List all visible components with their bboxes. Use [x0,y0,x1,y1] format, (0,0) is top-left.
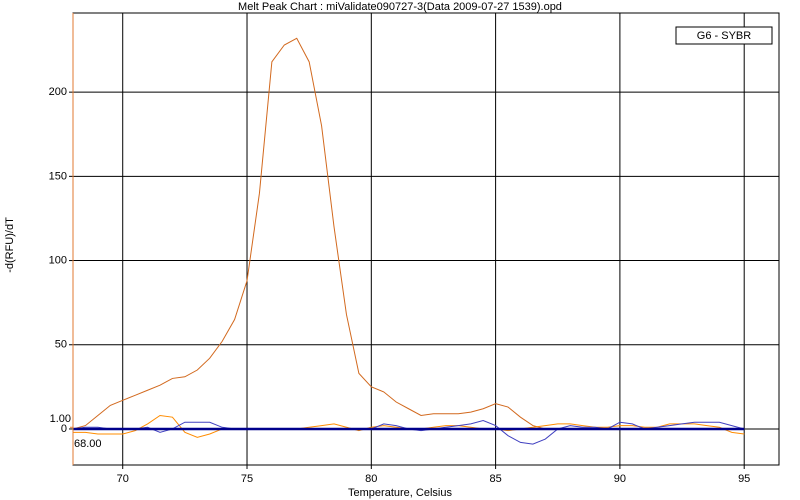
marker-x-label: 68.00 [74,438,102,450]
marker-y-label: 1.00 [50,413,71,425]
x-tick-label: 85 [489,473,501,485]
y-axis-label: -d(RFU)/dT [4,217,16,273]
legend-box [675,26,773,45]
x-tick-label: 90 [614,473,626,485]
y-tick-label: 0 [61,423,67,435]
plot-area [72,12,780,466]
y-tick-label: 200 [49,86,67,98]
legend-entry: G6 - SYBR [697,30,751,42]
chart-title: Melt Peak Chart : miValidate090727-3(Dat… [238,1,562,13]
x-axis-label: Temperature, Celsius [348,487,452,499]
x-tick-label: 75 [241,473,253,485]
x-tick-label: 95 [738,473,750,485]
y-tick-label: 50 [55,339,67,351]
x-tick-label: 80 [365,473,377,485]
x-tick-label: 70 [117,473,129,485]
y-tick-label: 100 [49,254,67,266]
y-tick-label: 150 [49,170,67,182]
